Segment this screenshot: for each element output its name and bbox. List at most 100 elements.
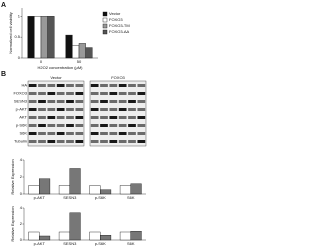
y-tick-label: 2: [20, 174, 23, 179]
y-axis-label: Normalized cell viability: [8, 12, 13, 54]
blot-band: [128, 132, 136, 135]
y-tick-label: 2: [20, 221, 23, 226]
legend-swatch: [102, 23, 108, 29]
blot-band: [100, 116, 108, 119]
x-tick-label: p-AKT: [34, 195, 46, 200]
blot-band: [75, 84, 84, 87]
blot-band: [118, 116, 127, 119]
blot-band: [118, 108, 127, 111]
blot-band: [128, 92, 136, 95]
blot-row-label: SESN3: [14, 99, 28, 104]
bar: [34, 16, 42, 59]
blot-band: [128, 124, 136, 127]
bar: [40, 16, 48, 59]
bar: [69, 212, 81, 241]
blot-row-label: HA: [21, 83, 27, 88]
blot-band: [137, 108, 146, 111]
panel-label: B: [1, 71, 6, 78]
bar: [130, 183, 142, 195]
blot-band: [137, 132, 146, 135]
bar: [27, 16, 35, 59]
blot-band: [90, 92, 99, 95]
blot-band: [100, 84, 108, 87]
bar: [28, 231, 40, 241]
bar: [47, 16, 55, 59]
blot-band: [47, 124, 56, 127]
blot-band: [28, 116, 37, 119]
y-tick-label: 1: [18, 13, 21, 18]
bar: [39, 178, 51, 195]
bar: [100, 189, 112, 195]
blot-band: [100, 100, 108, 103]
blot-band: [47, 108, 56, 111]
y-axis-label: Relative Expression: [10, 206, 15, 241]
blot-band: [28, 92, 37, 95]
blot-band: [137, 116, 146, 119]
blot-band: [137, 124, 146, 127]
blot-band: [118, 92, 127, 95]
y-tick-label: 4: [20, 205, 23, 210]
legend-label: FOXO3-AA: [109, 29, 130, 34]
blot-band: [75, 140, 84, 143]
blot-band: [56, 108, 65, 111]
blot-frame: [27, 80, 85, 147]
blot-band: [118, 140, 127, 143]
blot-band: [137, 140, 146, 143]
bar: [130, 230, 142, 241]
bar: [58, 185, 70, 195]
blot-band: [137, 92, 146, 95]
blot-band: [38, 132, 46, 135]
blot-row-label: FOXO3: [13, 91, 27, 96]
blot-band: [90, 108, 99, 111]
x-tick-label: p-S6K: [95, 195, 106, 200]
bar: [89, 231, 101, 241]
blot-band: [56, 100, 65, 103]
bar: [85, 47, 93, 59]
blot-band: [100, 140, 108, 143]
x-tick-label: p-AKT: [34, 241, 46, 246]
blot-band: [90, 84, 99, 87]
blot-band: [38, 124, 46, 127]
blot-row-label: S6K: [19, 131, 27, 136]
x-tick-label: 0: [40, 59, 43, 64]
blot-row-label: p-S6K: [16, 123, 27, 128]
legend-swatch: [102, 11, 108, 17]
blot-band: [100, 108, 108, 111]
blot-band: [28, 100, 37, 103]
blot-band: [38, 100, 46, 103]
blot-band: [66, 92, 74, 95]
blot-band: [109, 84, 118, 87]
bar: [65, 34, 73, 59]
bar: [58, 231, 70, 241]
blot-band: [137, 84, 146, 87]
blot-band: [75, 92, 84, 95]
blot-band: [56, 132, 65, 135]
bar: [100, 234, 112, 241]
y-tick-label: 0.5: [14, 34, 20, 39]
bar: [69, 168, 81, 195]
blot-band: [47, 84, 56, 87]
blot-band: [128, 116, 136, 119]
blot-band: [109, 108, 118, 111]
blot-band: [66, 124, 74, 127]
blot-band: [118, 100, 127, 103]
blot-band: [28, 124, 37, 127]
x-tick-label: SESN3: [63, 241, 77, 246]
blot-band: [56, 92, 65, 95]
bar: [78, 43, 86, 59]
blot-band: [109, 100, 118, 103]
x-tick-label: p-S6K: [95, 241, 106, 246]
blot-band: [38, 92, 46, 95]
blot-row-label: Tubulin: [14, 139, 27, 144]
blot-band: [109, 116, 118, 119]
blot-band: [38, 108, 46, 111]
blot-band: [66, 108, 74, 111]
blot-band: [47, 116, 56, 119]
blot-band: [128, 100, 136, 103]
x-tick-label: 50: [77, 59, 82, 64]
y-tick-label: 4: [20, 157, 23, 162]
blot-band: [75, 132, 84, 135]
blot-band: [28, 132, 37, 135]
blot-band: [137, 100, 146, 103]
legend-swatch: [102, 17, 108, 23]
